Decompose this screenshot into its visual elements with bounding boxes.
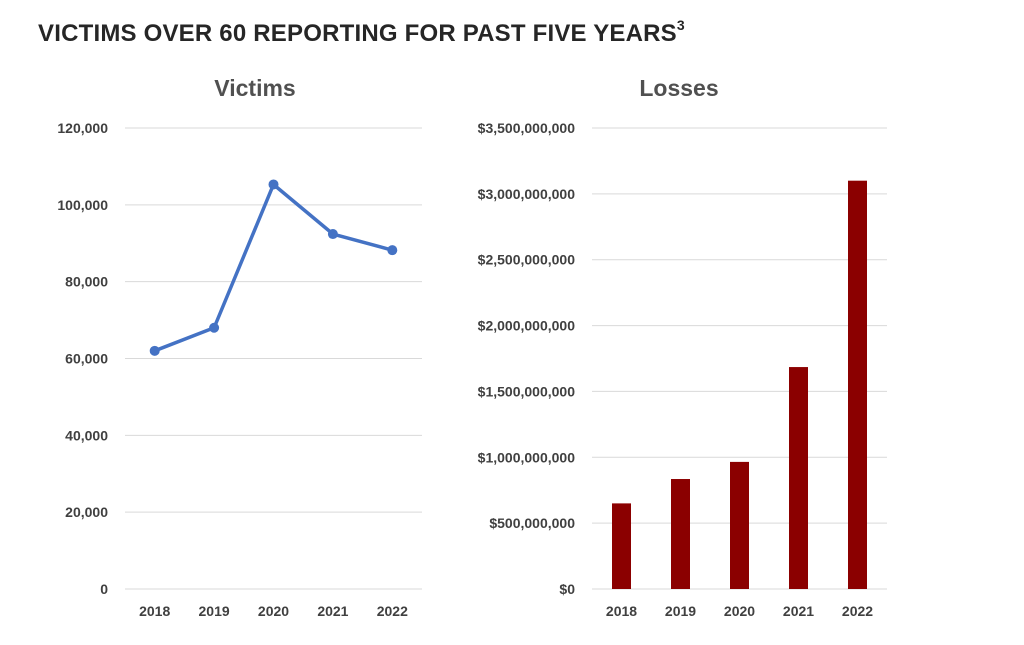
victims-x-tick-label: 2018 [139, 603, 170, 619]
victims-y-tick-label: 0 [100, 581, 108, 597]
losses-x-tick-label: 2020 [724, 603, 755, 619]
victims-x-axis: 2018 2019 2020 2021 2022 [139, 603, 408, 619]
losses-bar [612, 503, 631, 589]
losses-y-tick-label: $500,000,000 [489, 515, 575, 531]
losses-y-tick-label: $0 [559, 581, 575, 597]
losses-y-tick-label: $1,500,000,000 [478, 383, 576, 399]
victims-y-axis: 0 20,000 40,000 60,000 80,000 100,000 120,000 [57, 120, 108, 597]
losses-y-tick-label: $2,000,000,000 [478, 318, 576, 334]
victims-chart-title: Victims [214, 75, 295, 101]
victims-y-tick-label: 80,000 [65, 274, 108, 290]
victims-series [149, 179, 398, 356]
page-title: VICTIMS OVER 60 REPORTING FOR PAST FIVE … [38, 17, 685, 48]
victims-y-tick-label: 120,000 [57, 120, 108, 136]
losses-bar [671, 479, 690, 589]
victims-y-tick-label: 60,000 [65, 351, 108, 367]
losses-gridlines [592, 127, 887, 590]
losses-x-tick-label: 2022 [842, 603, 873, 619]
victims-x-tick-label: 2022 [377, 603, 408, 619]
victims-point [268, 179, 279, 190]
title-footnote-marker: 3 [676, 17, 685, 33]
losses-series [612, 180, 867, 589]
victims-point [209, 322, 220, 333]
losses-y-tick-label: $3,000,000,000 [478, 186, 576, 202]
page-title-text: VICTIMS OVER 60 REPORTING FOR PAST FIVE … [38, 20, 677, 47]
losses-x-tick-label: 2021 [783, 603, 814, 619]
losses-bar [730, 461, 749, 589]
victims-x-tick-label: 2019 [199, 603, 230, 619]
losses-chart: Losses $0 $500,000,000 $1,000,000,000 $1,50… [478, 75, 887, 619]
losses-y-tick-label: $1,000,000,000 [478, 449, 576, 465]
losses-bar [848, 180, 867, 589]
losses-x-axis: 2018 2019 2020 2021 2022 [606, 603, 873, 619]
victims-point [149, 345, 160, 356]
victims-line [154, 182, 393, 353]
losses-chart-title: Losses [639, 75, 718, 101]
victims-point [387, 245, 398, 256]
victims-gridlines [125, 127, 422, 590]
victims-x-tick-label: 2021 [317, 603, 348, 619]
losses-x-tick-label: 2018 [606, 603, 637, 619]
losses-x-tick-label: 2019 [665, 603, 696, 619]
losses-bar [789, 367, 808, 589]
losses-y-tick-label: $3,500,000,000 [478, 120, 576, 136]
victims-y-tick-label: 100,000 [57, 197, 108, 213]
victims-point [327, 229, 338, 240]
losses-y-tick-label: $2,500,000,000 [478, 252, 576, 268]
victims-x-tick-label: 2020 [258, 603, 289, 619]
victims-chart: Victims 0 20,000 40,000 60,000 80,000 100,000… [57, 75, 422, 619]
victims-y-tick-label: 40,000 [65, 427, 108, 443]
losses-y-axis: $0 $500,000,000 $1,000,000,000 $1,500,000,0… [478, 120, 576, 597]
victims-y-tick-label: 20,000 [65, 504, 108, 520]
